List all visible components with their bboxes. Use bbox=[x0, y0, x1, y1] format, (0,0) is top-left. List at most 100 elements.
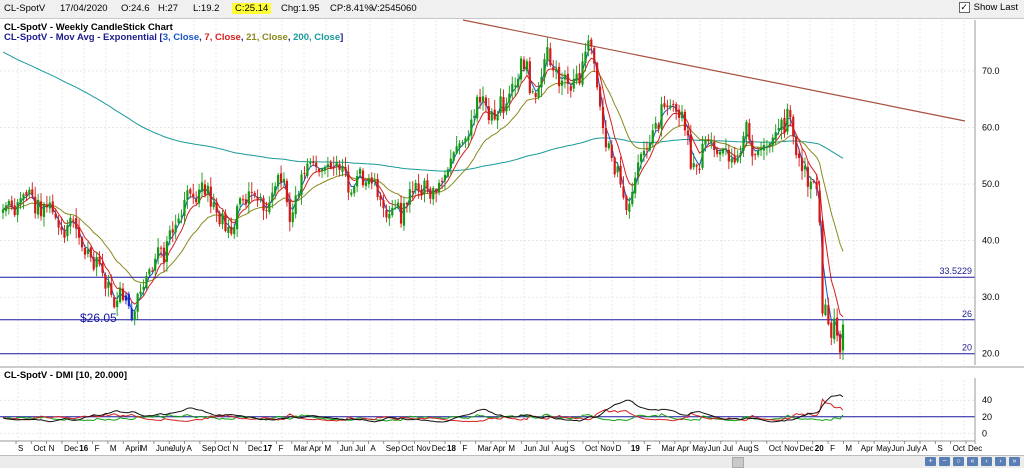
x-tick-label: Aug bbox=[554, 444, 568, 453]
ma-legend-ema21: 21, Close bbox=[246, 32, 288, 43]
zoom-in-icon[interactable]: + bbox=[925, 457, 936, 466]
candle-body bbox=[376, 178, 379, 198]
candle-body bbox=[25, 192, 28, 196]
candle-body bbox=[236, 206, 239, 230]
candle-body bbox=[75, 218, 78, 229]
x-tick-label: M bbox=[110, 444, 117, 453]
candle-body bbox=[569, 86, 572, 91]
x-tick-label: Nov bbox=[416, 444, 430, 453]
candle-body bbox=[92, 257, 95, 270]
candle-body bbox=[534, 92, 537, 97]
symbol-label: CL-SpotV bbox=[4, 3, 46, 14]
horizontal-levels: 33.5229 26 20 bbox=[0, 266, 975, 355]
candle-body bbox=[306, 163, 309, 176]
x-tick-label: Oct bbox=[401, 444, 414, 453]
candle-body bbox=[10, 200, 13, 207]
volume-label: V:2545060 bbox=[371, 3, 417, 14]
candle-body bbox=[786, 108, 789, 132]
candle-body bbox=[792, 116, 795, 137]
candle-body bbox=[367, 178, 370, 185]
candle-body bbox=[1, 209, 5, 213]
candle-body bbox=[145, 276, 148, 289]
candle-body bbox=[341, 165, 344, 172]
checkbox-checked-icon[interactable]: ✓ bbox=[958, 2, 970, 13]
candle-body bbox=[481, 96, 485, 102]
candle-body bbox=[180, 215, 183, 217]
x-tick-label: A bbox=[922, 444, 928, 453]
candle-body bbox=[493, 109, 496, 120]
scroll-bar[interactable]: + − ○ « ‹ › » bbox=[0, 455, 1024, 468]
candle-body bbox=[789, 110, 792, 118]
candle-body bbox=[320, 168, 324, 172]
candle-body bbox=[716, 149, 719, 155]
candle-body bbox=[282, 178, 286, 183]
candle-body bbox=[315, 162, 318, 168]
candle-body bbox=[16, 202, 19, 216]
last-page-icon[interactable]: » bbox=[1009, 457, 1020, 466]
candle-body bbox=[432, 187, 435, 200]
reset-icon[interactable]: ○ bbox=[953, 457, 964, 466]
candle-body bbox=[455, 146, 458, 154]
candle-body bbox=[484, 97, 488, 106]
candle-body bbox=[593, 48, 596, 64]
candle-body bbox=[435, 189, 438, 193]
candle-body bbox=[517, 78, 520, 88]
candle-body bbox=[502, 97, 505, 113]
candle-body bbox=[631, 191, 634, 205]
candle-body bbox=[680, 111, 684, 119]
candle-body bbox=[154, 258, 157, 271]
x-tick-label: Jun bbox=[340, 444, 353, 453]
candle-body bbox=[224, 213, 227, 231]
x-tick-label: A bbox=[187, 444, 193, 453]
candle-body bbox=[841, 324, 845, 351]
candle-body bbox=[701, 143, 704, 168]
show-last-toggle[interactable]: ✓ Show Last bbox=[958, 2, 1018, 13]
candle-body bbox=[238, 198, 242, 205]
candle-body bbox=[353, 186, 356, 194]
candle-body bbox=[309, 161, 312, 164]
candle-body bbox=[39, 201, 43, 217]
candle-body bbox=[833, 318, 836, 340]
candle-body bbox=[271, 192, 274, 202]
candle-body bbox=[332, 166, 335, 168]
next-page-icon[interactable]: › bbox=[995, 457, 1006, 466]
candle-body bbox=[639, 154, 643, 162]
x-tick-label: 19 bbox=[631, 444, 640, 453]
candle-body bbox=[51, 201, 54, 213]
candle-body bbox=[806, 167, 809, 187]
candle-body bbox=[505, 103, 508, 112]
x-tick-label: Aug bbox=[738, 444, 752, 453]
candle-body bbox=[546, 47, 549, 61]
candle-body bbox=[809, 181, 812, 190]
candle-body bbox=[411, 190, 414, 193]
x-tick-label: S bbox=[937, 444, 942, 453]
candle-body bbox=[519, 58, 523, 80]
x-tick-label: July bbox=[171, 444, 185, 453]
candle-body bbox=[815, 181, 818, 190]
x-tick-label: Jun bbox=[708, 444, 721, 453]
candle-body bbox=[836, 317, 839, 336]
ma-legend-ema3: 3, Close bbox=[163, 32, 199, 43]
candle-body bbox=[560, 80, 564, 86]
x-tick-label: Oct bbox=[953, 444, 966, 453]
first-page-icon[interactable]: « bbox=[967, 457, 978, 466]
prev-page-icon[interactable]: ‹ bbox=[981, 457, 992, 466]
scroll-thumb[interactable] bbox=[732, 457, 744, 468]
candle-body bbox=[628, 203, 631, 212]
candle-body bbox=[19, 198, 22, 204]
x-tick-label: Oct bbox=[585, 444, 598, 453]
candle-body bbox=[7, 200, 10, 206]
candles bbox=[1, 34, 845, 361]
candle-body bbox=[212, 202, 215, 208]
x-tick-label: Apr bbox=[309, 444, 322, 453]
price-chart[interactable]: 33.5229 26 20 20.0 30.0 40.0 50.0 60.0 70.0 CL-… bbox=[0, 0, 1024, 455]
candle-body bbox=[399, 202, 403, 224]
x-tick-label: F bbox=[95, 444, 100, 453]
candle-body bbox=[426, 180, 429, 190]
candle-body bbox=[528, 61, 531, 93]
candle-body bbox=[356, 176, 359, 187]
adx-line bbox=[2, 394, 844, 423]
zoom-out-icon[interactable]: − bbox=[939, 457, 950, 466]
candle-body bbox=[37, 199, 40, 215]
candle-body bbox=[379, 195, 382, 200]
